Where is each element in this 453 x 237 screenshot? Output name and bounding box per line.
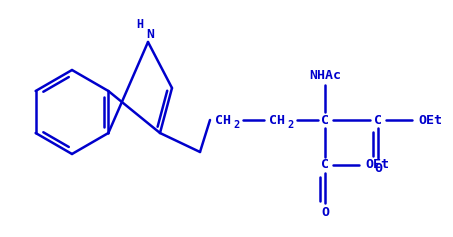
Text: 2: 2: [288, 120, 294, 130]
Text: NHAc: NHAc: [309, 68, 341, 82]
Text: C: C: [321, 159, 329, 172]
Text: CH: CH: [269, 114, 285, 127]
Text: CH: CH: [215, 114, 231, 127]
Text: O: O: [374, 161, 382, 174]
Text: C: C: [374, 114, 382, 127]
Text: C: C: [321, 114, 329, 127]
Text: H: H: [136, 18, 144, 31]
Text: OEt: OEt: [365, 159, 389, 172]
Text: OEt: OEt: [418, 114, 442, 127]
Text: N: N: [146, 27, 154, 41]
Text: 2: 2: [234, 120, 240, 130]
Text: O: O: [321, 206, 329, 219]
